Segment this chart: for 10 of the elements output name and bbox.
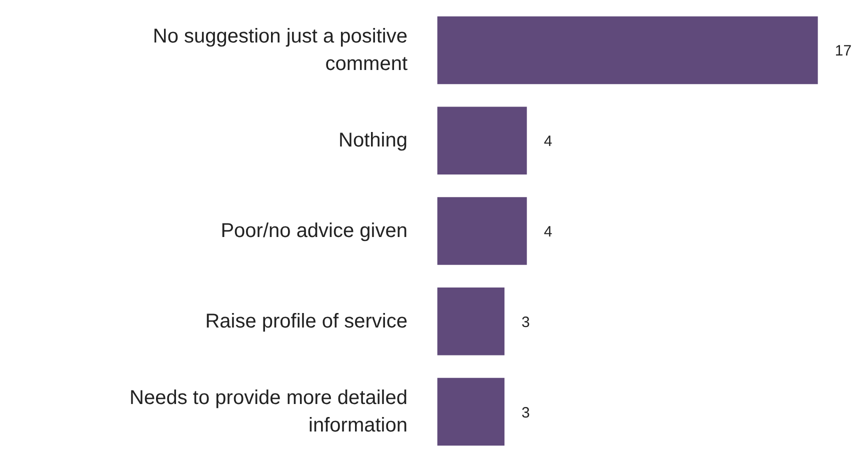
data-label: 3 xyxy=(522,404,530,422)
y-tick-label: Poor/no advice given xyxy=(220,220,408,242)
y-tick-label: Raise profile of service xyxy=(205,310,408,332)
data-label: 4 xyxy=(544,133,552,150)
y-tick-label: No suggestion just a positive comment xyxy=(152,25,408,75)
y-tick-label: Needs to provide more detailed information xyxy=(130,387,408,437)
data-label: 3 xyxy=(522,314,530,331)
y-tick-label: Nothing xyxy=(338,130,408,152)
data-label: 17 xyxy=(834,42,852,60)
data-label: 4 xyxy=(544,224,552,240)
